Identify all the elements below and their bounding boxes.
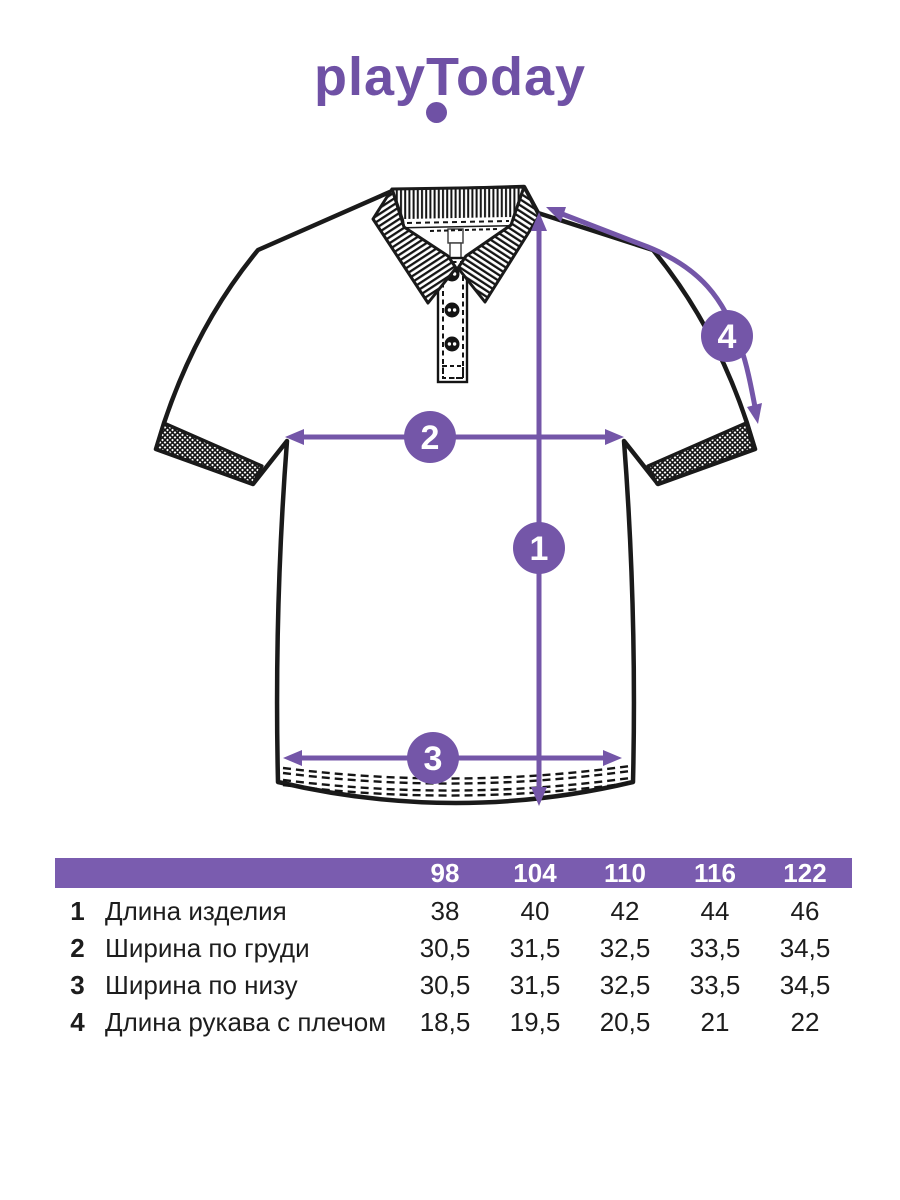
left-cuff [154, 421, 264, 486]
marker-circle-1 [513, 522, 565, 574]
cell-value: 33,5 [689, 970, 741, 1000]
size-table-header: 98 104 110 116 122 [55, 858, 852, 888]
measure-arrow-sleeve: 4 [546, 207, 762, 424]
size-table: 98 104 110 116 122 1 Длина изделия 38 40… [55, 858, 852, 1041]
size-column-header: 104 [513, 858, 557, 888]
cell-value: 32,5 [599, 933, 651, 963]
measure-arrow-length: 1 [513, 212, 565, 806]
cell-value: 33,5 [689, 933, 741, 963]
marker-circle-4 [701, 310, 753, 362]
size-column-header: 98 [430, 858, 460, 888]
marker-label-1: 1 [530, 530, 549, 568]
marker-circle-2 [404, 411, 456, 463]
row-number: 3 [70, 970, 85, 1000]
cell-value: 22 [790, 1007, 820, 1037]
cell-value: 31,5 [509, 933, 561, 963]
cell-value: 32,5 [599, 970, 651, 1000]
cell-value: 46 [790, 896, 820, 926]
marker-circle-3 [407, 732, 459, 784]
cell-value: 38 [430, 896, 460, 926]
row-number: 1 [70, 896, 85, 926]
row-label: Длина изделия [105, 896, 287, 926]
table-row: 1 Длина изделия 38 40 42 44 46 [55, 893, 852, 930]
measure-arrow-chest: 2 [285, 411, 624, 463]
cell-value: 34,5 [779, 970, 831, 1000]
cell-value: 44 [700, 896, 730, 926]
size-column-header: 122 [783, 858, 827, 888]
cell-value: 30,5 [419, 933, 471, 963]
cell-value: 34,5 [779, 933, 831, 963]
table-row: 4 Длина рукава с плечом 18,5 19,5 20,5 2… [55, 1004, 852, 1041]
cell-value: 21 [700, 1007, 730, 1037]
marker-label-4: 4 [718, 318, 737, 356]
marker-label-3: 3 [424, 740, 443, 778]
row-number: 2 [70, 933, 85, 963]
size-table-body: 1 Длина изделия 38 40 42 44 46 2 Ширина … [55, 893, 852, 1041]
row-label: Ширина по груди [105, 933, 310, 963]
size-column-header: 110 [604, 858, 646, 888]
row-label: Длина рукава с плечом [105, 1007, 387, 1037]
cell-value: 19,5 [509, 1007, 561, 1037]
measure-arrow-bottom: 3 [283, 732, 622, 784]
cell-value: 31,5 [509, 970, 561, 1000]
row-number: 4 [70, 1007, 85, 1037]
brand-logo-dot-icon [426, 102, 447, 123]
cell-value: 40 [520, 896, 550, 926]
brand-logo-text: playToday [313, 47, 587, 107]
row-label: Ширина по низу [105, 970, 298, 1000]
collar-left-flap [371, 187, 458, 305]
cell-value: 42 [610, 896, 640, 926]
marker-label-2: 2 [421, 419, 440, 457]
hem-stitching [282, 764, 631, 797]
cell-value: 30,5 [419, 970, 471, 1000]
cell-value: 20,5 [599, 1007, 651, 1037]
table-row: 3 Ширина по низу 30,5 31,5 32,5 33,5 34,… [55, 967, 852, 1004]
brand-logo: playToday [0, 50, 900, 104]
size-column-header: 116 [694, 858, 736, 888]
cell-value: 18,5 [419, 1007, 471, 1037]
table-row: 2 Ширина по груди 30,5 31,5 32,5 33,5 34… [55, 930, 852, 967]
neck-label-tag [447, 228, 464, 244]
right-cuff [646, 421, 756, 486]
